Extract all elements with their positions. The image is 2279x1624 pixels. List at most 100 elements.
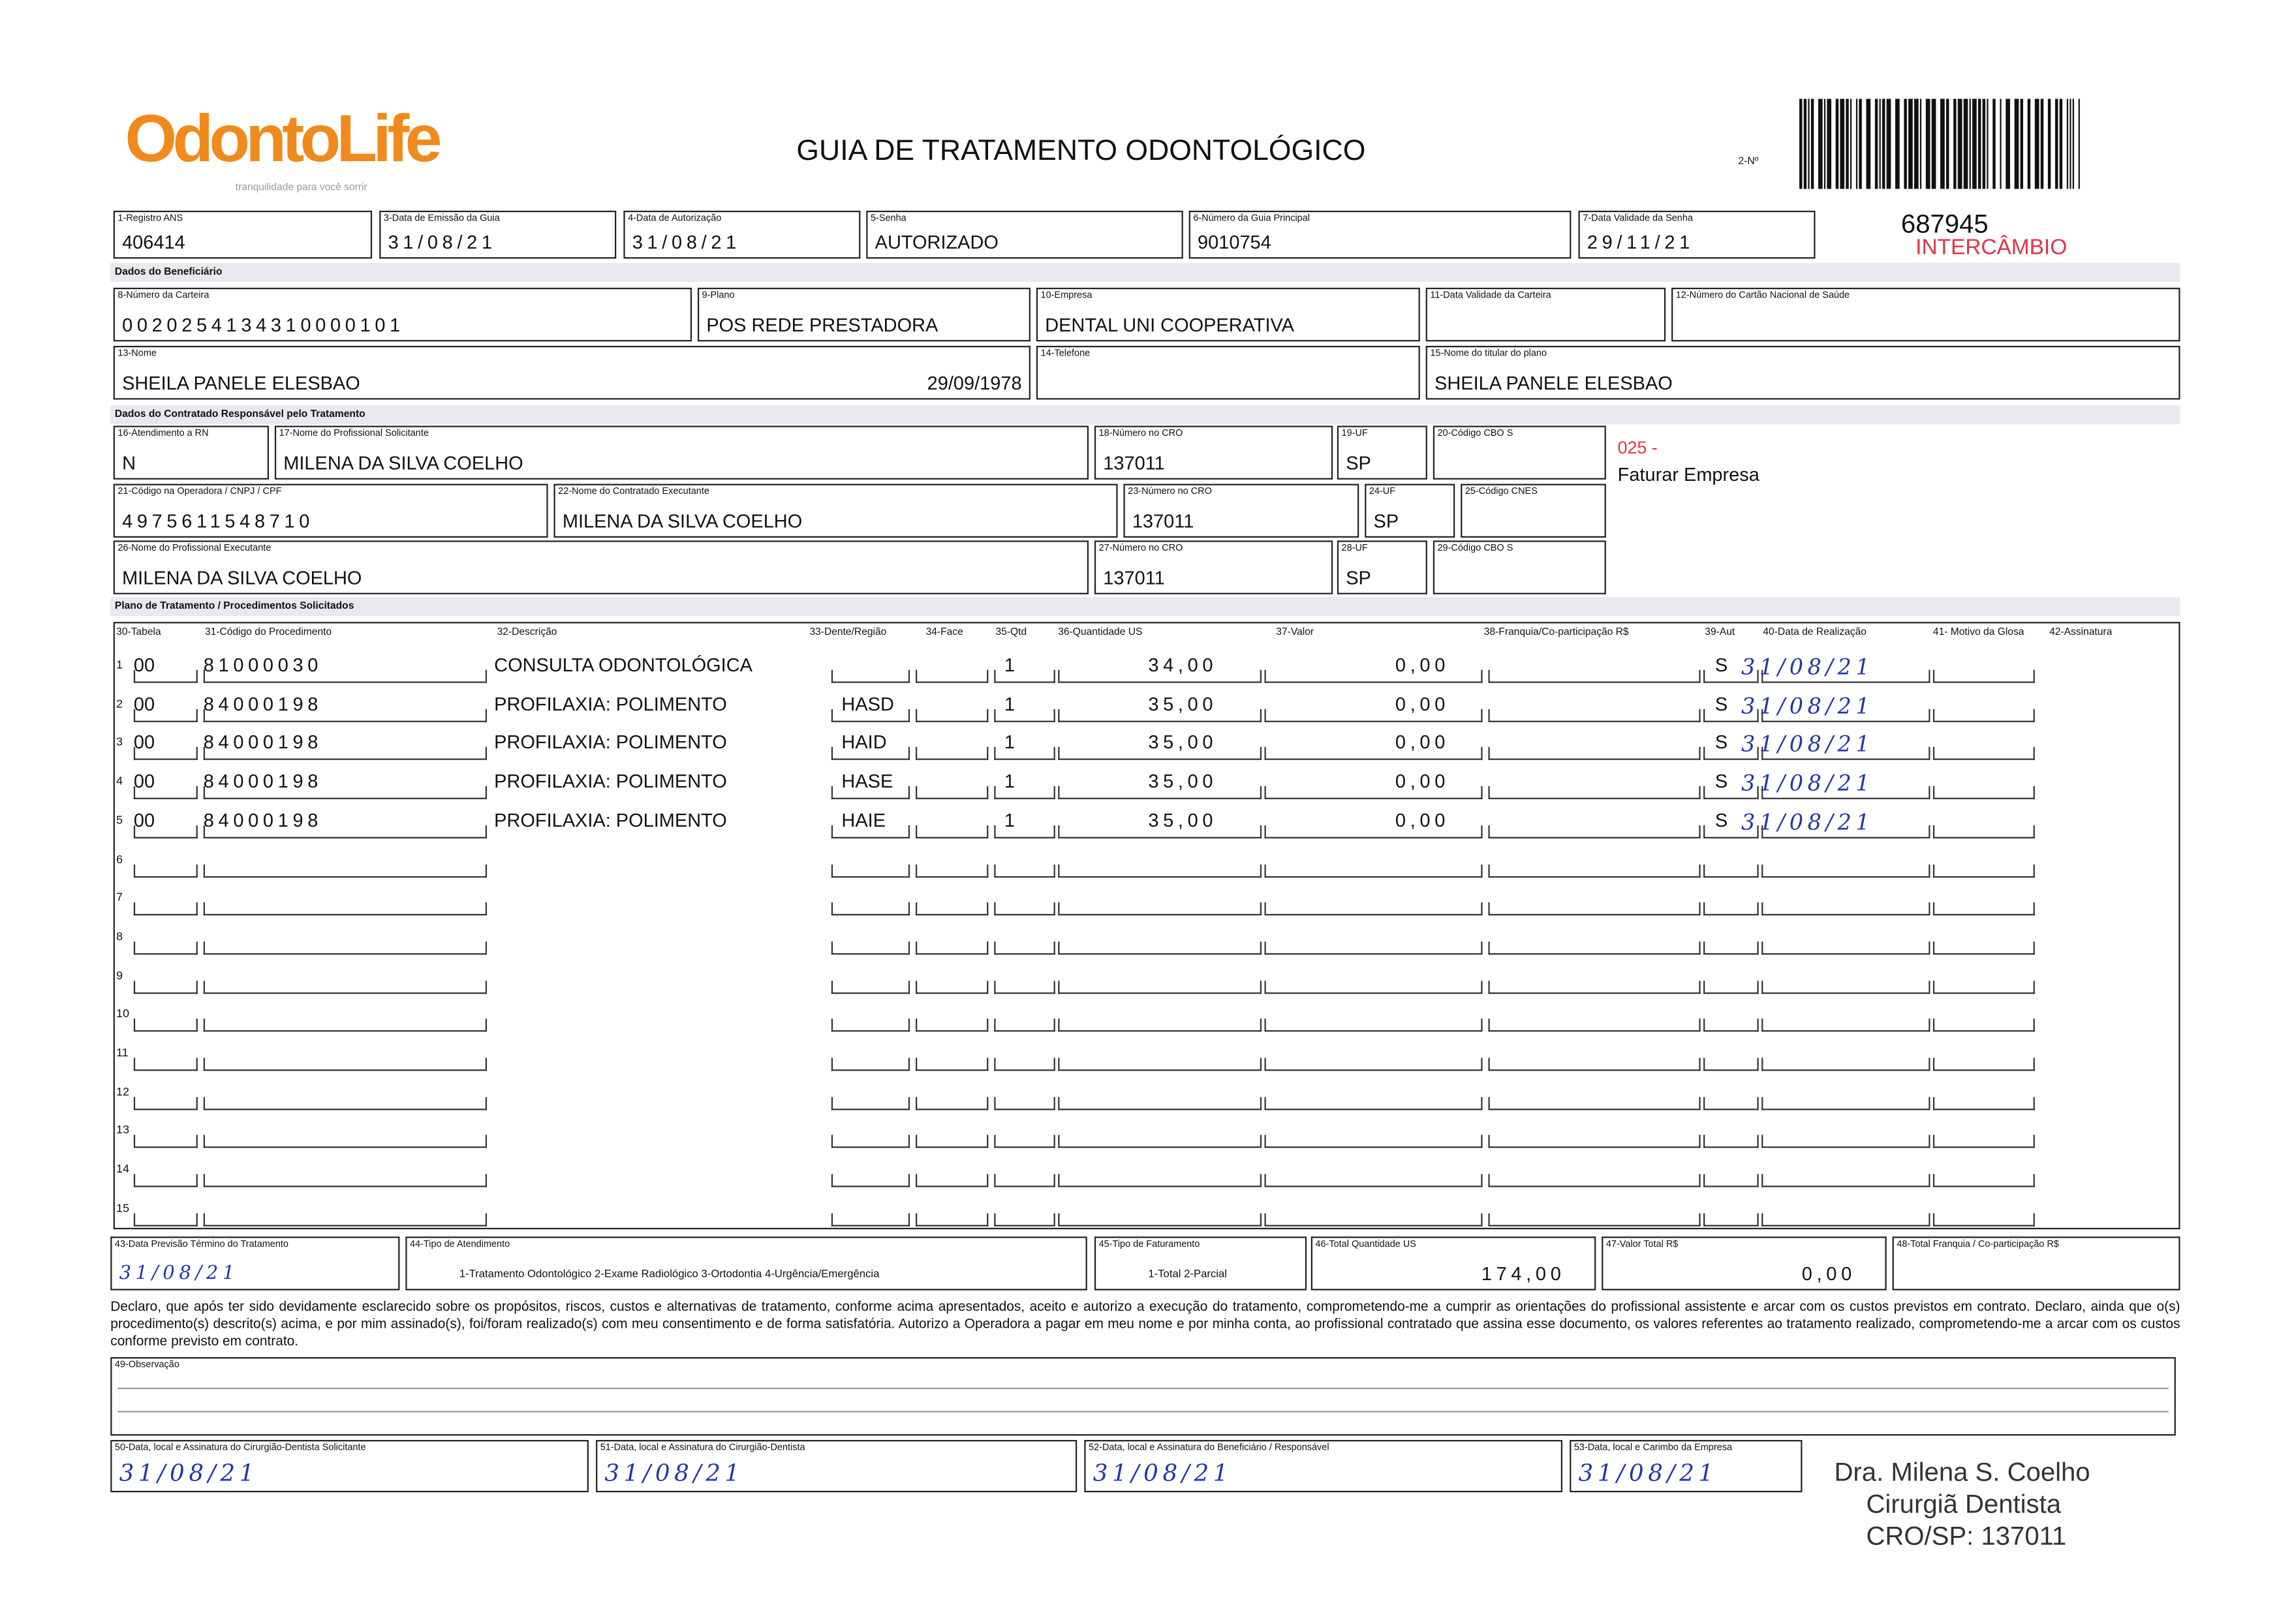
field-label: 7-Data Validade da Senha — [1583, 213, 1693, 224]
bar — [2034, 99, 2039, 189]
entry-box — [1761, 1096, 1930, 1110]
entry-box — [133, 1019, 198, 1032]
field: 29-Código CBO S — [1433, 540, 1606, 594]
cell-date: 31/08/21 — [1741, 808, 1874, 836]
entry-box — [1058, 902, 1262, 916]
cell-us: 35,00 — [1148, 731, 1218, 754]
entry-box — [203, 980, 488, 994]
column-header: 36-Quantidade US — [1058, 628, 1143, 638]
entry-box — [133, 1096, 198, 1110]
field-label: 6-Número da Guia Principal — [1193, 213, 1310, 224]
entry-box — [1264, 709, 1483, 722]
number-label: 2-Nº — [1738, 157, 1759, 168]
entry-box — [1488, 747, 1701, 761]
field-label: 21-Código na Operadora / CNPJ / CPF — [117, 487, 282, 497]
entry-box — [1932, 747, 2035, 761]
cell-table: 00 — [133, 692, 155, 714]
field-label: 50-Data, local e Assinatura do Cirurgião… — [114, 1443, 366, 1453]
entry-box — [1058, 1019, 1262, 1032]
entry-box — [1488, 1058, 1701, 1071]
entry-box — [1761, 863, 1930, 877]
column-header: 30-Tabela — [116, 628, 161, 638]
cell-description: PROFILAXIA: POLIMENTO — [494, 692, 727, 714]
bar — [1855, 99, 1858, 189]
field: 1-Registro ANS 406414 — [113, 210, 373, 259]
entry-box — [1703, 1174, 1759, 1187]
entry-box — [1761, 1213, 1930, 1227]
section-title: Plano de Tratamento / Procedimentos Soli… — [110, 597, 2180, 617]
entry-box — [1932, 669, 2035, 683]
entry-box — [831, 747, 910, 761]
entry-box — [1058, 1174, 1262, 1187]
entry-box — [1488, 1213, 1701, 1227]
entry-box — [916, 941, 989, 955]
field-label: 17-Nome do Profissional Solicitante — [279, 428, 429, 439]
field-value: 31/08/21 — [604, 1458, 744, 1487]
entry-box — [1761, 786, 1930, 800]
stamp-line: Dra. Milena S. Coelho — [1834, 1457, 2090, 1487]
field-label: 53-Data, local e Carimbo da Empresa — [1574, 1443, 1733, 1453]
bar — [1850, 99, 1852, 189]
cell-qty: 1 — [1004, 808, 1015, 831]
field-label: 12-Número do Cartão Nacional de Saúde — [1675, 290, 1850, 301]
field-value: 137011 — [1132, 510, 1194, 532]
cell-description: CONSULTA ODONTOLÓGICA — [494, 654, 752, 676]
entry-box — [1703, 1096, 1759, 1110]
field-label: 29-Código CBO S — [1437, 543, 1513, 554]
entry-box — [203, 786, 488, 800]
field: 45-Tipo de Faturamento 1-Total 2-Parcial — [1094, 1236, 1307, 1291]
cell-qty: 1 — [1004, 770, 1015, 792]
entry-box — [916, 980, 989, 994]
field: 15-Nome do titular do plano SHEILA PANELE… — [1425, 346, 2180, 400]
field-value: 0020254134310000101 — [122, 314, 405, 336]
entry-box — [994, 1096, 1055, 1110]
entry-box — [203, 902, 488, 916]
entry-box — [916, 709, 989, 722]
entry-box — [1932, 1213, 2035, 1227]
field-label: 51-Data, local e Assinatura do Cirurgião… — [600, 1443, 805, 1453]
cell-value: 0,00 — [1395, 770, 1450, 792]
entry-box — [203, 863, 488, 877]
entry-box — [1761, 980, 1930, 994]
field: 14-Telefone — [1036, 346, 1420, 400]
entry-box — [831, 863, 910, 877]
cell-code: 81000030 — [203, 654, 323, 676]
field-label: 23-Número no CRO — [1128, 487, 1212, 497]
entry-box — [1703, 669, 1759, 683]
field-label: 25-Código CNES — [1465, 487, 1538, 497]
entry-box — [994, 747, 1055, 761]
bar — [2006, 99, 2010, 189]
cell-code: 84000198 — [203, 808, 323, 831]
field: 53-Data, local e Carimbo da Empresa 31/08… — [1570, 1439, 1803, 1493]
entry-box — [1058, 1135, 1262, 1149]
field-value: AUTORIZADO — [875, 231, 999, 253]
entry-box — [203, 747, 488, 761]
entry-box — [1932, 1019, 2035, 1032]
entry-box — [831, 669, 910, 683]
entry-box — [916, 747, 989, 761]
cell-table: 00 — [133, 770, 155, 792]
entry-box — [1488, 1019, 1701, 1032]
entry-box — [994, 1019, 1055, 1032]
field-label: 44-Tipo de Atendimento — [410, 1239, 510, 1250]
column-header: 42-Assinatura — [2049, 628, 2113, 638]
entry-box — [831, 902, 910, 916]
field: 52-Data, local e Assinatura do Beneficiá… — [1084, 1439, 1563, 1493]
field-label: 13-Nome — [117, 348, 157, 360]
field-label: 19-UF — [1341, 428, 1368, 439]
field-label: 22-Nome do Contratado Executante — [558, 487, 709, 497]
field-label: 15-Nome do titular do plano — [1430, 348, 1547, 360]
entry-box — [1703, 1058, 1759, 1071]
entry-box — [1703, 902, 1759, 916]
column-header: 33-Dente/Região — [809, 628, 887, 638]
entry-box — [916, 825, 989, 838]
stamp-line: Cirurgiã Dentista — [1866, 1489, 2062, 1519]
field: 50-Data, local e Assinatura do Cirurgião… — [110, 1439, 589, 1493]
billing-text: Faturar Empresa — [1617, 463, 1760, 485]
field: 46-Total Quantidade US 174,00 — [1310, 1236, 1596, 1291]
entry-box — [133, 1058, 198, 1071]
entry-box — [1932, 709, 2035, 722]
entry-box — [1264, 747, 1483, 761]
bar — [1823, 99, 1826, 189]
